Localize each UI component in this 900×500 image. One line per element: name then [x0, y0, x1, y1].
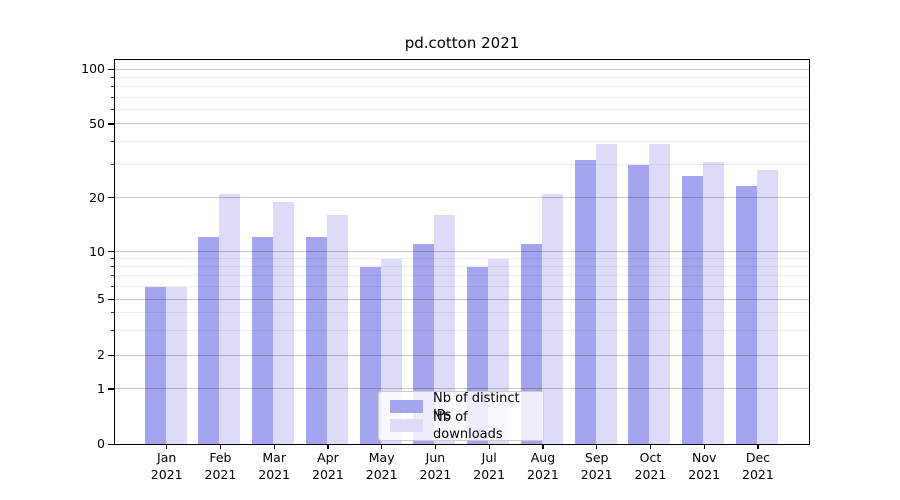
x-tick-mark [434, 445, 437, 449]
y-tick-label: 5 [97, 291, 105, 306]
bar-distinct-ips-oct-2021 [628, 164, 650, 444]
minor-gridline [115, 108, 809, 110]
bar-distinct-ips-nov-2021 [682, 176, 704, 444]
minor-gridline [115, 86, 809, 88]
y-minor-tick-mark [111, 266, 114, 268]
x-tick-mark [649, 445, 652, 449]
x-tick-label: Aug 2021 [527, 450, 559, 482]
bar-downloads-jan-2021 [165, 286, 187, 444]
bar-distinct-ips-apr-2021 [305, 237, 327, 444]
y-tick-mark [108, 123, 114, 125]
bar-downloads-sep-2021 [595, 143, 617, 444]
bar-distinct-ips-may-2021 [359, 266, 381, 444]
y-minor-tick-mark [111, 164, 114, 166]
legend-entry-distinct-ips: Nb of distinct IPs [390, 391, 534, 423]
legend: Nb of distinct IPs Nb of downloads [378, 391, 544, 442]
y-minor-tick-mark [111, 96, 114, 98]
y-tick-mark [108, 354, 114, 356]
y-minor-tick-mark [111, 258, 114, 260]
y-minor-tick-mark [111, 76, 114, 78]
x-tick-mark [327, 445, 329, 449]
y-minor-tick-mark [111, 312, 114, 314]
x-tick-mark [381, 445, 383, 449]
bar-downloads-feb-2021 [219, 193, 241, 444]
bar-distinct-ips-sep-2021 [574, 159, 596, 444]
x-tick-label: Sep 2021 [580, 450, 613, 482]
x-tick-label: Dec 2021 [742, 450, 774, 482]
y-tick-label: 10 [89, 243, 105, 259]
y-minor-tick-mark [111, 141, 114, 143]
bar-downloads-apr-2021 [326, 214, 348, 444]
x-tick-mark [757, 445, 759, 449]
y-tick-label: 1 [97, 380, 105, 396]
x-tick-mark [596, 445, 598, 449]
x-tick-label: Apr 2021 [312, 450, 344, 482]
x-tick-label: Mar 2021 [258, 450, 291, 482]
y-tick-mark [108, 197, 114, 199]
y-minor-tick-mark [111, 108, 114, 110]
bar-downloads-nov-2021 [703, 162, 725, 444]
bar-downloads-jun-2021 [434, 214, 456, 444]
bar-downloads-aug-2021 [541, 193, 563, 444]
x-tick-mark [273, 445, 275, 449]
legend-label-downloads: Nb of downloads [433, 409, 503, 442]
x-tick-label: Oct 2021 [634, 450, 667, 482]
y-tick-mark [108, 298, 114, 300]
bar-downloads-dec-2021 [756, 170, 778, 444]
x-tick-mark [219, 445, 222, 449]
bar-distinct-ips-dec-2021 [735, 186, 757, 444]
bar-distinct-ips-mar-2021 [252, 237, 274, 444]
y-tick-mark [108, 251, 114, 253]
bar-distinct-ips-jan-2021 [144, 286, 166, 444]
major-gridline [115, 123, 809, 125]
x-tick-mark [542, 445, 544, 449]
y-tick-mark [108, 443, 114, 445]
minor-gridline [115, 141, 809, 143]
bar-downloads-mar-2021 [273, 201, 295, 444]
legend-swatch-distinct-ips [390, 400, 423, 413]
plot-area [114, 59, 810, 445]
x-tick-mark [166, 445, 168, 449]
minor-gridline [115, 96, 809, 98]
y-tick-label: 20 [89, 189, 105, 205]
minor-gridline [115, 76, 809, 78]
legend-label-distinct-ips: Nb of distinct IPs [433, 390, 520, 423]
y-tick-label: 0 [97, 436, 105, 451]
x-tick-label: Jul 2021 [473, 450, 506, 482]
bar-distinct-ips-feb-2021 [198, 237, 220, 444]
y-tick-mark [108, 388, 114, 390]
major-gridline [115, 68, 809, 70]
chart-title: pd.cotton 2021 [404, 34, 520, 52]
x-tick-label: Jan 2021 [150, 450, 183, 482]
x-tick-mark [488, 445, 490, 449]
x-tick-label: Nov 2021 [688, 450, 721, 482]
x-tick-label: May 2021 [365, 450, 398, 482]
y-minor-tick-mark [111, 86, 114, 88]
y-tick-label: 50 [89, 115, 105, 131]
y-tick-label: 100 [81, 61, 105, 76]
bar-downloads-oct-2021 [649, 143, 671, 444]
y-minor-tick-mark [111, 275, 114, 277]
x-tick-label: Jun 2021 [419, 450, 452, 482]
x-tick-mark [703, 445, 705, 449]
legend-entry-downloads: Nb of downloads [390, 410, 534, 442]
y-minor-tick-mark [111, 286, 114, 287]
legend-swatch-downloads [390, 419, 423, 432]
y-tick-mark [108, 68, 114, 70]
x-tick-label: Feb 2021 [204, 450, 237, 482]
y-tick-label: 2 [97, 347, 105, 362]
y-minor-tick-mark [111, 329, 114, 331]
